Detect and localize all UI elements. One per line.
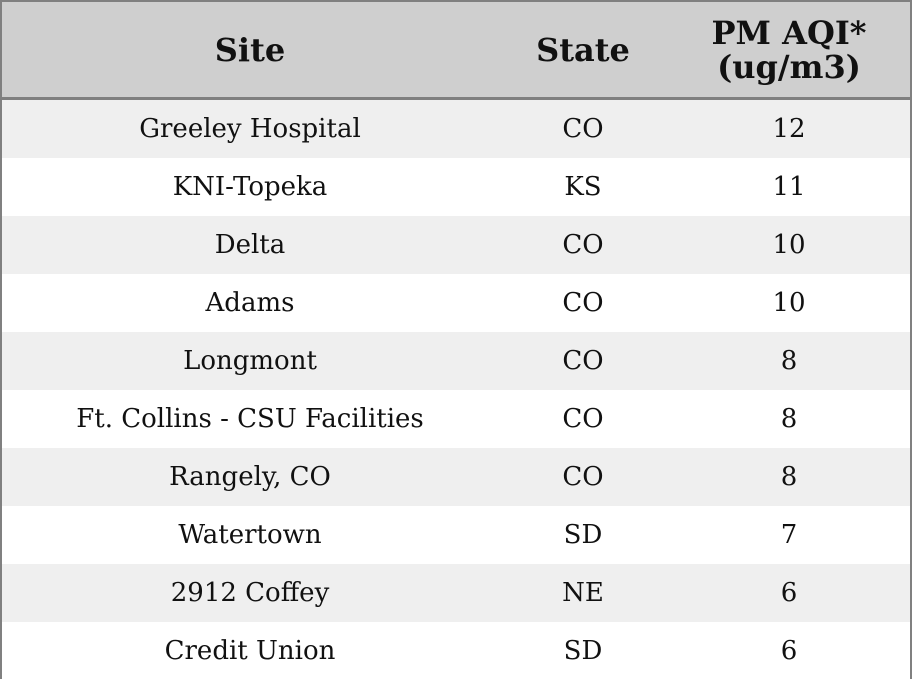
table-row: Watertown SD 7 (2, 506, 910, 564)
cell-state: CO (562, 346, 604, 376)
table-row: Delta CO 10 (2, 216, 910, 274)
table-row: Credit Union SD 6 (2, 622, 910, 680)
cell-aqi: 11 (772, 172, 806, 202)
cell-state: CO (562, 462, 604, 492)
table-body: Greeley Hospital CO 12 KNI-Topeka KS 11 … (2, 100, 910, 680)
cell-aqi: 8 (780, 462, 798, 492)
cell-site: 2912 Coffey (170, 578, 330, 608)
cell-state: CO (562, 230, 604, 260)
cell-site: Delta (214, 230, 286, 260)
cell-state: CO (562, 404, 604, 434)
cell-site: Ft. Collins - CSU Facilities (76, 404, 424, 434)
table-row: Rangely, CO CO 8 (2, 448, 910, 506)
cell-site: Longmont (183, 346, 317, 376)
table-row: 2912 Coffey NE 6 (2, 564, 910, 622)
cell-aqi: 10 (772, 230, 806, 260)
cell-aqi: 8 (780, 346, 798, 376)
cell-state: CO (562, 114, 604, 144)
cell-state: SD (563, 520, 603, 550)
cell-state: KS (564, 172, 602, 202)
header-state: State (536, 30, 630, 69)
cell-site: Adams (205, 288, 295, 318)
cell-aqi: 6 (780, 578, 798, 608)
cell-state: NE (562, 578, 604, 608)
header-site: Site (214, 30, 286, 69)
cell-aqi: 10 (772, 288, 806, 318)
cell-aqi: 6 (780, 636, 798, 666)
cell-aqi: 12 (772, 114, 806, 144)
cell-site: Greeley Hospital (139, 114, 361, 144)
cell-site: Watertown (178, 520, 322, 550)
cell-aqi: 8 (780, 404, 798, 434)
table-header: Site State PM AQI* (ug/m3) (2, 2, 910, 100)
cell-site: Rangely, CO (169, 462, 331, 492)
table-row: Longmont CO 8 (2, 332, 910, 390)
cell-aqi: 7 (780, 520, 798, 550)
table-row: Adams CO 10 (2, 274, 910, 332)
table-row: KNI-Topeka KS 11 (2, 158, 910, 216)
table-row: Ft. Collins - CSU Facilities CO 8 (2, 390, 910, 448)
header-pm-aqi: PM AQI* (ug/m3) (711, 13, 867, 86)
cell-site: Credit Union (164, 636, 336, 666)
cell-state: CO (562, 288, 604, 318)
cell-site: KNI-Topeka (172, 172, 328, 202)
cell-state: SD (563, 636, 603, 666)
table-row: Greeley Hospital CO 12 (2, 100, 910, 158)
